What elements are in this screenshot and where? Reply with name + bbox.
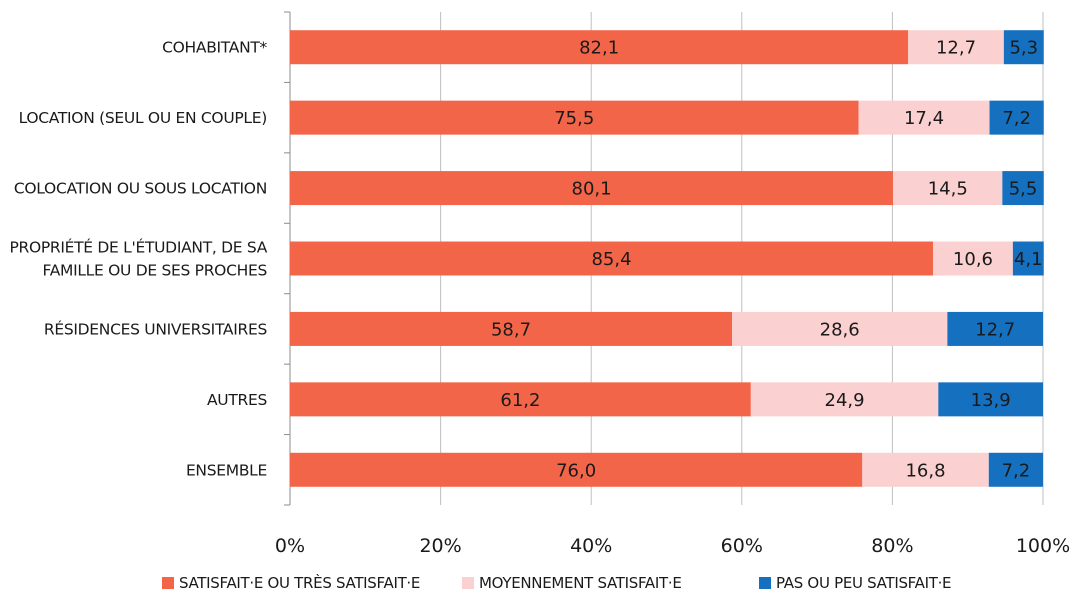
bar-segment [938,382,1043,417]
bar-segment [750,382,939,417]
category-labels: COHABITANT* LOCATION (SEUL OU EN COUPLE) C… [9,39,268,480]
x-tick-label: 40% [570,535,612,557]
data-label: 82,1 [579,38,619,59]
data-label: 16,8 [905,460,945,481]
bar-segment [933,241,1013,276]
category-label: FAMILLE OU DE SES PROCHES [43,262,268,280]
x-tick-label: 100% [1016,535,1070,557]
data-label: 28,6 [820,319,860,340]
x-tick-label: 60% [721,535,763,557]
data-label: 12,7 [936,38,976,59]
bar-segment [908,30,1004,65]
bar-segment [989,100,1044,135]
bar-segment [1003,30,1044,65]
bar-segment [988,452,1043,487]
bars: 82,1 12,7 5,3 75,5 17,4 7,2 80,1 14,5 5,5 85,4 10,… [290,30,1044,487]
bar-segment [947,311,1043,346]
data-label: 13,9 [971,390,1011,411]
category-label: PROPRIÉTÉ DE L'ÉTUDIANT, DE SA [9,238,267,257]
bar-segment [1002,171,1044,206]
bar-segment [862,452,989,487]
x-axis-ticks: 0% 20% 40% 60% 80% 100% [275,535,1070,557]
x-tick-label: 0% [275,535,305,557]
data-label: 80,1 [572,179,612,200]
legend-label: SATISFAIT·E OU TRÈS SATISFAIT·E [179,573,420,592]
legend: SATISFAIT·E OU TRÈS SATISFAIT·E MOYENNEME… [162,573,952,592]
data-label: 61,2 [500,390,540,411]
data-label: 12,7 [975,319,1015,340]
data-label: 76,0 [556,460,596,481]
data-label: 7,2 [1002,108,1031,129]
data-label: 17,4 [904,108,944,129]
data-label: 5,3 [1009,38,1038,59]
bar-segment [290,311,733,346]
bar-segment [290,382,751,417]
category-label: ENSEMBLE [186,461,267,479]
data-label: 5,5 [1009,179,1038,200]
data-label: 85,4 [591,249,631,270]
x-tick-label: 20% [419,535,461,557]
category-label: COLOCATION OU SOUS LOCATION [14,180,267,198]
bar-segment [290,171,894,206]
data-label: 4,1 [1014,249,1043,270]
bar-segment [732,311,948,346]
bar-segment [858,100,990,135]
data-label: 14,5 [928,179,968,200]
data-label: 7,2 [1002,460,1031,481]
legend-label: MOYENNEMENT SATISFAIT·E [479,574,682,592]
category-axis [284,11,291,506]
bar-segment [1012,241,1044,276]
category-label: RÉSIDENCES UNIVERSITAIRES [44,319,267,338]
data-label: 58,7 [491,319,531,340]
category-label: LOCATION (SEUL OU EN COUPLE) [19,109,267,127]
data-label: 10,6 [953,249,993,270]
data-label: 75,5 [554,108,594,129]
data-label: 24,9 [825,390,865,411]
bar-segment [893,171,1003,206]
category-label: COHABITANT* [162,39,267,57]
legend-swatch [162,577,174,589]
legend-label: PAS OU PEU SATISFAIT·E [776,574,951,592]
bar-segment [290,100,859,135]
bar-segment [290,452,863,487]
x-tick-label: 80% [871,535,913,557]
bar-segment [290,30,909,65]
bar-segment [290,241,934,276]
category-label: AUTRES [207,391,267,409]
legend-swatch [462,577,474,589]
legend-swatch [759,577,771,589]
